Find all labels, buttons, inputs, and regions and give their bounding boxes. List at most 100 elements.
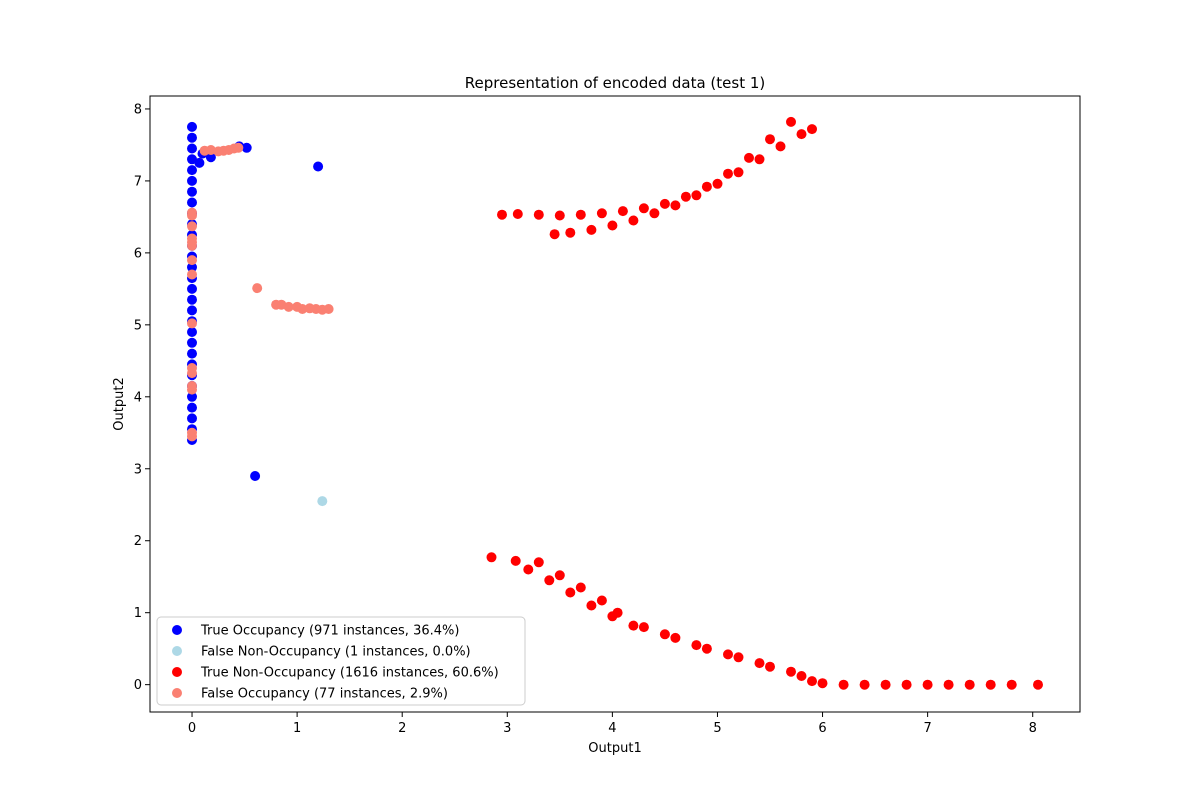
point-series-0-16 [187, 262, 197, 273]
point-series-2-16 [565, 227, 576, 238]
point-series-2-9 [680, 191, 691, 202]
point-series-2-51 [733, 652, 744, 663]
point-series-2-6 [617, 206, 628, 217]
point-series-2-12 [744, 152, 754, 163]
point-series-0-32 [205, 152, 216, 163]
point-series-2-37 [659, 629, 670, 640]
point-series-2-59 [922, 679, 933, 690]
x-tick-label: 5 [713, 721, 721, 736]
point-series-2-41 [786, 666, 796, 677]
point-series-0-25 [187, 165, 197, 176]
point-series-2-15 [549, 229, 560, 240]
point-series-2-47 [612, 607, 623, 618]
point-series-2-39 [723, 649, 733, 660]
point-series-2-3 [554, 210, 565, 221]
point-series-0-26 [187, 154, 197, 165]
chart-title: Representation of encoded data (test 1) [465, 74, 766, 92]
point-series-2-8 [659, 198, 670, 209]
point-series-2-22 [691, 190, 702, 201]
data-points [187, 116, 1043, 690]
point-series-0-35 [313, 161, 324, 172]
point-series-2-0 [497, 209, 507, 220]
point-series-2-31 [523, 564, 534, 575]
point-series-2-5 [596, 208, 607, 219]
point-series-3-27 [297, 304, 308, 314]
x-tick-label: 6 [818, 721, 826, 736]
point-series-2-7 [638, 203, 649, 214]
y-tick-label: 7 [134, 174, 142, 189]
x-tick-label: 8 [1029, 721, 1037, 736]
point-series-2-58 [901, 679, 912, 690]
point-series-3-31 [323, 304, 334, 314]
point-series-0-8 [187, 348, 197, 359]
legend-marker [172, 646, 182, 656]
legend-label: False Non-Occupancy (1 instances, 0.0%) [201, 645, 471, 660]
point-series-2-21 [670, 200, 681, 211]
point-series-2-13 [765, 134, 775, 145]
point-series-2-17 [586, 224, 597, 235]
point-series-0-14 [187, 283, 197, 294]
y-tick-label: 4 [134, 390, 142, 405]
point-series-2-18 [607, 220, 618, 231]
point-series-0-24 [187, 175, 197, 186]
point-series-3-16 [205, 145, 216, 155]
point-series-0-2 [187, 413, 197, 424]
point-series-2-14 [786, 116, 796, 127]
point-series-2-61 [964, 679, 975, 690]
point-series-1-0 [317, 496, 328, 507]
point-series-2-10 [701, 181, 712, 192]
point-series-2-57 [880, 679, 891, 690]
point-series-2-53 [796, 671, 807, 681]
point-series-0-34 [241, 142, 252, 153]
point-series-2-52 [765, 661, 775, 672]
point-series-2-42 [807, 676, 817, 687]
point-series-2-36 [628, 620, 639, 631]
point-series-2-23 [712, 178, 723, 189]
x-tick-label: 1 [293, 721, 301, 736]
point-series-0-3 [187, 402, 197, 413]
point-series-0-28 [187, 132, 197, 143]
point-series-0-13 [187, 294, 197, 305]
point-series-2-56 [859, 679, 870, 690]
point-series-0-9 [187, 337, 197, 348]
point-series-3-8 [187, 255, 197, 266]
point-series-0-30 [194, 157, 205, 168]
point-series-2-45 [575, 582, 586, 593]
x-tick-label: 7 [923, 721, 931, 736]
y-tick-label: 8 [134, 102, 142, 117]
point-series-2-64 [1033, 679, 1043, 690]
point-series-3-21 [233, 142, 244, 153]
point-series-2-11 [723, 168, 733, 179]
point-series-3-7 [187, 269, 197, 280]
point-series-0-29 [187, 121, 197, 132]
point-series-2-2 [533, 209, 544, 220]
point-series-2-4 [575, 209, 586, 220]
point-series-2-27 [796, 129, 807, 140]
point-series-2-19 [628, 215, 639, 226]
legend-label: True Occupancy (971 instances, 36.4%) [200, 624, 459, 639]
point-series-2-1 [512, 209, 523, 219]
point-series-3-3 [187, 381, 197, 391]
legend-marker [172, 667, 182, 677]
point-series-3-25 [283, 301, 294, 312]
point-series-0-4 [187, 391, 197, 402]
x-tick-label: 4 [608, 721, 616, 736]
point-series-0-10 [187, 327, 197, 337]
point-series-0-36 [250, 471, 261, 481]
point-series-0-27 [187, 143, 197, 154]
point-series-2-60 [943, 679, 954, 690]
point-series-2-24 [733, 167, 744, 178]
point-series-0-22 [187, 197, 197, 208]
point-series-2-55 [838, 679, 849, 690]
x-tick-label: 3 [503, 721, 511, 736]
point-series-2-48 [638, 622, 649, 633]
point-series-2-28 [807, 124, 817, 135]
point-series-2-38 [691, 640, 702, 651]
point-series-2-29 [486, 552, 497, 563]
point-series-0-12 [187, 305, 197, 316]
point-series-2-46 [596, 595, 607, 606]
y-axis-label: Output2 [112, 377, 127, 430]
legend-marker [172, 625, 182, 635]
point-series-2-30 [510, 555, 521, 566]
